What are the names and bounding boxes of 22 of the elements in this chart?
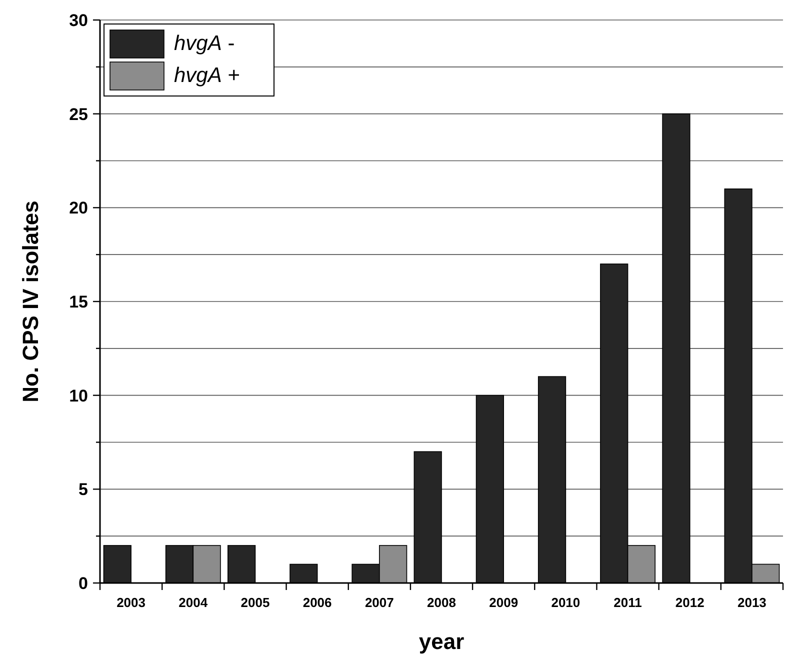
x-tick-label: 2011 bbox=[614, 595, 642, 610]
y-axis-title: No. CPS IV isolates bbox=[18, 200, 43, 402]
x-tick-label: 2004 bbox=[178, 595, 208, 610]
y-tick-label: 30 bbox=[69, 10, 88, 30]
x-tick-label: 2003 bbox=[116, 595, 146, 610]
y-tick-label: 10 bbox=[69, 386, 88, 406]
x-tick-label: 2009 bbox=[489, 595, 518, 610]
x-tick-label: 2006 bbox=[302, 595, 332, 610]
x-tick-label: 2013 bbox=[737, 595, 766, 610]
legend-label: hvgA + bbox=[174, 64, 240, 87]
x-tick-label: 2005 bbox=[240, 595, 270, 610]
y-tick-label: 25 bbox=[69, 104, 88, 124]
legend-label: hvgA - bbox=[174, 32, 235, 55]
x-tick-label: 2010 bbox=[551, 595, 580, 610]
x-tick-label: 2008 bbox=[427, 595, 456, 610]
x-tick-label: 2007 bbox=[364, 595, 394, 610]
x-axis-title: year bbox=[418, 629, 465, 654]
y-tick-label: 20 bbox=[69, 198, 88, 218]
y-tick-label: 5 bbox=[78, 480, 88, 500]
x-tick-label: 2012 bbox=[675, 595, 704, 610]
y-tick-label: 15 bbox=[69, 292, 88, 312]
y-tick-label: 0 bbox=[78, 574, 88, 593]
